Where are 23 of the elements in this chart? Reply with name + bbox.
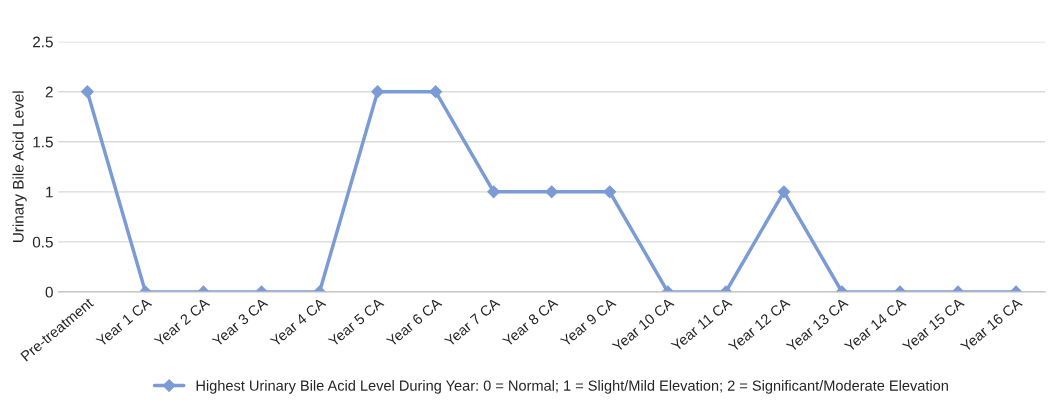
y-tick-label: 0 (45, 286, 53, 298)
point (429, 85, 443, 99)
y-tick-label: 2 (45, 86, 53, 98)
x-tick-label: Year 2 CA (153, 297, 211, 348)
y-axis-title: Urinary Bile Acid Level (12, 91, 27, 243)
point (603, 185, 617, 199)
point (545, 185, 559, 199)
x-tick-label: Year 7 CA (443, 297, 501, 348)
y-tick-label: 2.5 (33, 36, 53, 48)
point (80, 85, 94, 99)
y-tick-label: 1.5 (33, 136, 53, 148)
x-tick-label: Year 3 CA (211, 297, 269, 348)
x-tick-label: Year 5 CA (327, 297, 385, 348)
point (487, 185, 501, 199)
y-tick-label: 1 (46, 186, 53, 198)
legend-label: Highest Urinary Bile Acid Level During Year: 0 = Normal; 1 = Slight/Mild Elevation; 2 = Significant/Moderate Elevation (196, 380, 948, 394)
x-tick-label: Year 1 CA (95, 297, 153, 348)
x-tick-label: Year 6 CA (385, 297, 443, 348)
y-tick-label: 0.5 (32, 236, 53, 248)
x-tick-label: Year 8 CA (501, 297, 559, 348)
x-tick-label: Year 4 CA (269, 297, 327, 348)
point (777, 185, 791, 199)
point (371, 85, 384, 99)
